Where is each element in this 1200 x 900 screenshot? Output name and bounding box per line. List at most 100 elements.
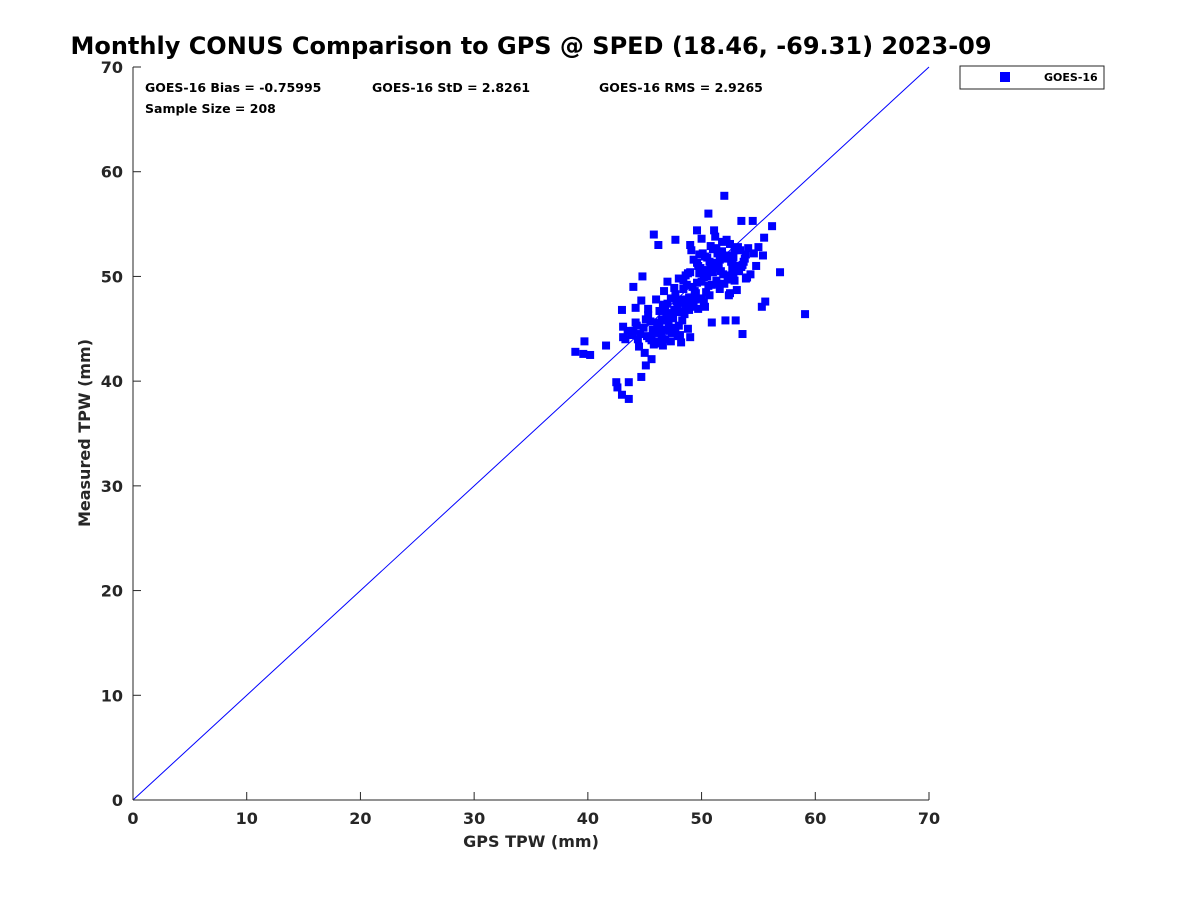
data-point bbox=[713, 249, 722, 258]
data-point bbox=[617, 305, 626, 314]
data-point bbox=[700, 302, 709, 311]
data-point bbox=[660, 287, 669, 296]
data-point bbox=[731, 316, 740, 325]
data-point bbox=[718, 237, 727, 246]
data-point bbox=[685, 293, 694, 302]
y-tick-label: 60 bbox=[101, 163, 123, 182]
data-point bbox=[737, 216, 746, 225]
data-point bbox=[697, 294, 706, 303]
data-point bbox=[688, 282, 697, 291]
data-point bbox=[579, 349, 588, 358]
data-point bbox=[720, 279, 729, 288]
data-point bbox=[641, 315, 650, 324]
data-point bbox=[726, 239, 734, 248]
data-point bbox=[741, 250, 750, 259]
data-point bbox=[801, 310, 810, 319]
data-point bbox=[638, 272, 647, 281]
stat-bias: GOES-16 Bias = -0.75995 bbox=[145, 80, 321, 95]
data-point bbox=[636, 330, 645, 339]
x-tick-label: 40 bbox=[577, 809, 599, 828]
data-point bbox=[703, 272, 712, 281]
data-point bbox=[672, 297, 681, 306]
data-point bbox=[624, 394, 633, 403]
data-point bbox=[722, 235, 731, 244]
x-tick-label: 60 bbox=[804, 809, 826, 828]
data-point bbox=[686, 333, 695, 342]
data-point bbox=[673, 332, 682, 341]
data-point bbox=[743, 273, 752, 282]
data-point bbox=[697, 277, 706, 286]
x-tick-label: 30 bbox=[463, 809, 485, 828]
data-point bbox=[657, 332, 666, 341]
data-point bbox=[671, 235, 680, 244]
data-point bbox=[724, 273, 733, 282]
data-point bbox=[671, 290, 680, 299]
data-point bbox=[652, 295, 661, 304]
data-point bbox=[656, 327, 665, 336]
data-point bbox=[658, 341, 667, 350]
data-point bbox=[602, 341, 611, 350]
legend-box bbox=[959, 65, 1105, 90]
legend-marker-goes16 bbox=[1000, 72, 1010, 82]
data-point bbox=[655, 306, 664, 315]
data-point bbox=[683, 324, 692, 333]
data-point bbox=[644, 304, 653, 313]
legend-label-goes16: GOES-16 bbox=[1044, 71, 1098, 84]
data-point bbox=[760, 233, 769, 242]
data-point bbox=[654, 241, 663, 250]
data-point bbox=[691, 295, 700, 304]
data-point bbox=[678, 316, 687, 325]
data-point bbox=[586, 350, 595, 359]
data-point bbox=[683, 269, 692, 278]
data-point bbox=[624, 378, 633, 387]
x-axis-label: GPS TPW (mm) bbox=[463, 832, 599, 851]
data-point bbox=[714, 259, 723, 268]
data-point bbox=[712, 276, 721, 285]
data-point bbox=[720, 191, 729, 200]
axis-ticks: 0 10 20 30 40 50 60 70 0 10 20 30 40 50 60 70 bbox=[101, 58, 940, 828]
data-point bbox=[612, 378, 621, 387]
data-point bbox=[661, 303, 670, 312]
data-point bbox=[671, 323, 680, 332]
data-point bbox=[690, 287, 699, 296]
data-point bbox=[731, 265, 740, 274]
y-tick-label: 70 bbox=[101, 58, 123, 77]
data-point bbox=[754, 243, 763, 252]
data-point bbox=[706, 261, 715, 270]
data-point bbox=[719, 252, 728, 261]
data-point bbox=[707, 280, 716, 289]
y-tick-label: 10 bbox=[101, 686, 123, 705]
stat-sample-size: Sample Size = 208 bbox=[145, 101, 276, 116]
data-point bbox=[758, 251, 767, 260]
data-point bbox=[621, 335, 630, 344]
data-point bbox=[677, 338, 686, 347]
y-axis-label: Measured TPW (mm) bbox=[75, 339, 94, 527]
x-tick-label: 20 bbox=[349, 809, 371, 828]
y-tick-label: 30 bbox=[101, 477, 123, 496]
data-point bbox=[668, 309, 677, 318]
data-point bbox=[663, 277, 672, 286]
data-point bbox=[699, 298, 708, 307]
data-point bbox=[629, 282, 638, 291]
data-point bbox=[665, 326, 674, 335]
data-point bbox=[708, 268, 717, 277]
data-point bbox=[613, 383, 622, 392]
data-point bbox=[714, 264, 723, 273]
data-point bbox=[635, 342, 644, 351]
data-point bbox=[632, 321, 641, 330]
data-point bbox=[664, 320, 673, 329]
data-point bbox=[693, 226, 702, 235]
data-point bbox=[694, 304, 703, 313]
data-point bbox=[679, 276, 688, 285]
data-point bbox=[748, 216, 757, 225]
data-point bbox=[682, 280, 691, 289]
x-tick-label: 70 bbox=[918, 809, 940, 828]
data-point bbox=[752, 261, 761, 270]
data-point bbox=[640, 348, 649, 357]
data-point bbox=[761, 297, 770, 306]
data-point bbox=[689, 302, 698, 311]
data-point bbox=[646, 317, 655, 326]
data-point bbox=[653, 318, 662, 327]
data-point bbox=[677, 298, 686, 307]
